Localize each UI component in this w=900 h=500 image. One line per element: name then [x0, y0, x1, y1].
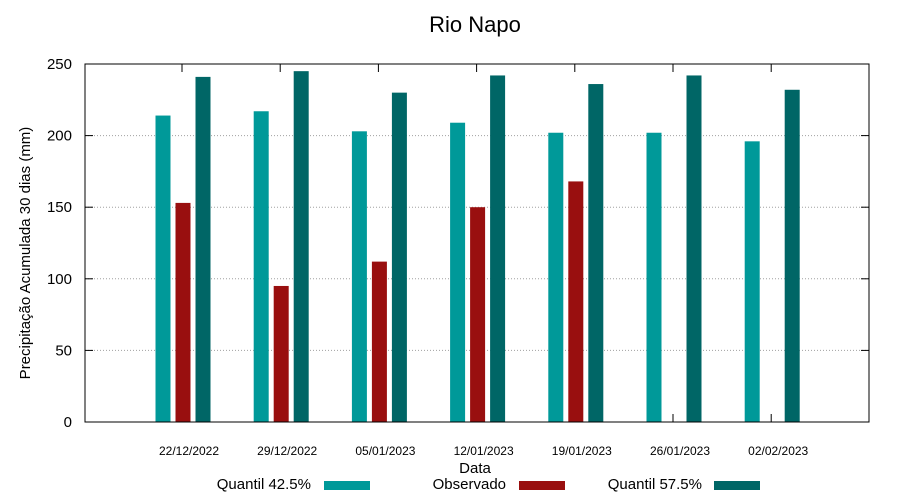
- bar-quantil-57-5-: [195, 76, 211, 422]
- bar-observado: [273, 285, 289, 422]
- x-tick-label: 22/12/2022: [159, 444, 219, 458]
- x-ticks: 22/12/2022 29/12/2022 05/01/2023 12/01/2023…: [159, 64, 809, 458]
- bar-quantil-42-5-: [646, 132, 662, 422]
- y-tick-label: 100: [47, 271, 72, 288]
- bar-observado: [470, 207, 486, 422]
- bar-quantil-42-5-: [744, 141, 760, 422]
- bar-observado: [175, 202, 191, 422]
- bar-quantil-42-5-: [351, 131, 367, 422]
- bar-quantil-42-5-: [253, 111, 269, 423]
- bar-quantil-42-5-: [450, 122, 466, 422]
- y-tick-label: 200: [47, 128, 72, 145]
- legend: Quantil 42.5% Observado Quantil 57.5%: [217, 476, 760, 493]
- y-tick-label: 0: [64, 414, 72, 431]
- bar-quantil-57-5-: [686, 75, 702, 423]
- y-ticks: 0 50 100 150 200 250: [47, 56, 869, 431]
- x-tick-label: 05/01/2023: [355, 444, 415, 458]
- bar-quantil-42-5-: [548, 132, 564, 422]
- bar-observado: [371, 261, 387, 422]
- x-tick-label: 19/01/2023: [552, 444, 612, 458]
- bar-quantil-57-5-: [588, 84, 604, 422]
- x-tick-label: 26/01/2023: [650, 444, 710, 458]
- y-axis-label: Precipitação Acumulada 30 dias (mm): [17, 127, 34, 380]
- y-tick-label: 150: [47, 199, 72, 216]
- legend-swatch: [714, 481, 760, 490]
- legend-label: Quantil 57.5%: [608, 476, 702, 493]
- legend-label: Observado: [433, 476, 506, 493]
- bar-observado: [568, 181, 584, 422]
- bar-quantil-57-5-: [293, 71, 309, 422]
- legend-swatch: [519, 481, 565, 490]
- y-tick-label: 250: [47, 56, 72, 73]
- legend-label: Quantil 42.5%: [217, 476, 311, 493]
- legend-swatch: [324, 481, 370, 490]
- x-tick-label: 29/12/2022: [257, 444, 317, 458]
- x-axis-label: Data: [459, 460, 491, 477]
- bars: [155, 71, 800, 423]
- x-tick-label: 02/02/2023: [748, 444, 808, 458]
- bar-quantil-57-5-: [391, 92, 407, 422]
- chart-title: Rio Napo: [429, 12, 521, 37]
- x-tick-label: 12/01/2023: [454, 444, 514, 458]
- plot-frame: [84, 63, 870, 423]
- y-tick-label: 50: [55, 342, 72, 359]
- bar-quantil-57-5-: [490, 75, 506, 423]
- bar-quantil-57-5-: [784, 89, 800, 422]
- bar-quantil-42-5-: [155, 115, 171, 422]
